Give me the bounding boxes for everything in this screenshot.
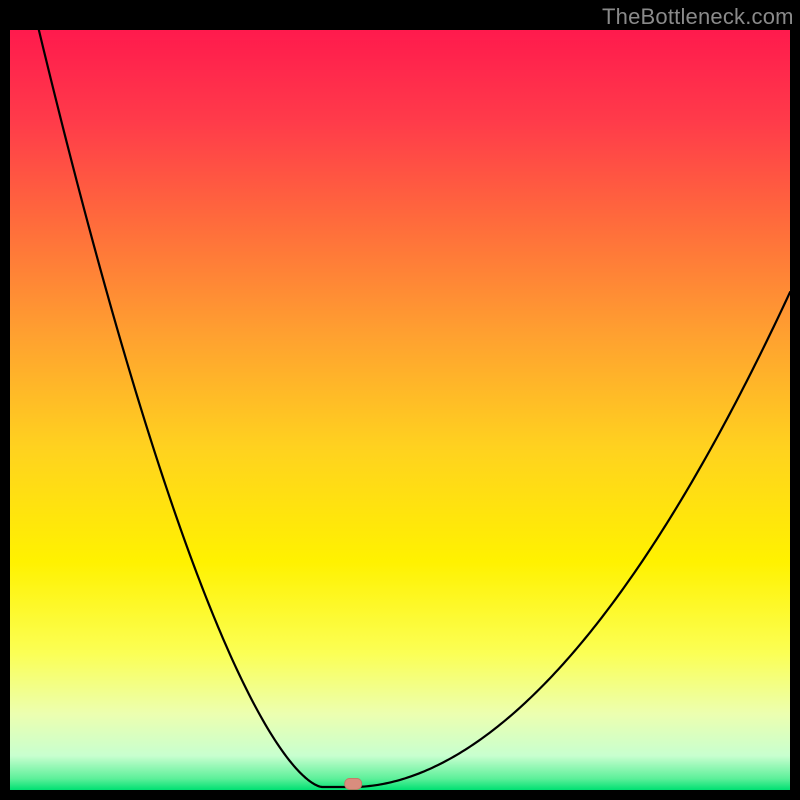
chart-svg xyxy=(10,30,790,790)
optimum-marker xyxy=(345,778,362,789)
watermark-text: TheBottleneck.com xyxy=(602,4,794,30)
chart-plot-area xyxy=(10,30,790,790)
chart-background xyxy=(10,30,790,790)
